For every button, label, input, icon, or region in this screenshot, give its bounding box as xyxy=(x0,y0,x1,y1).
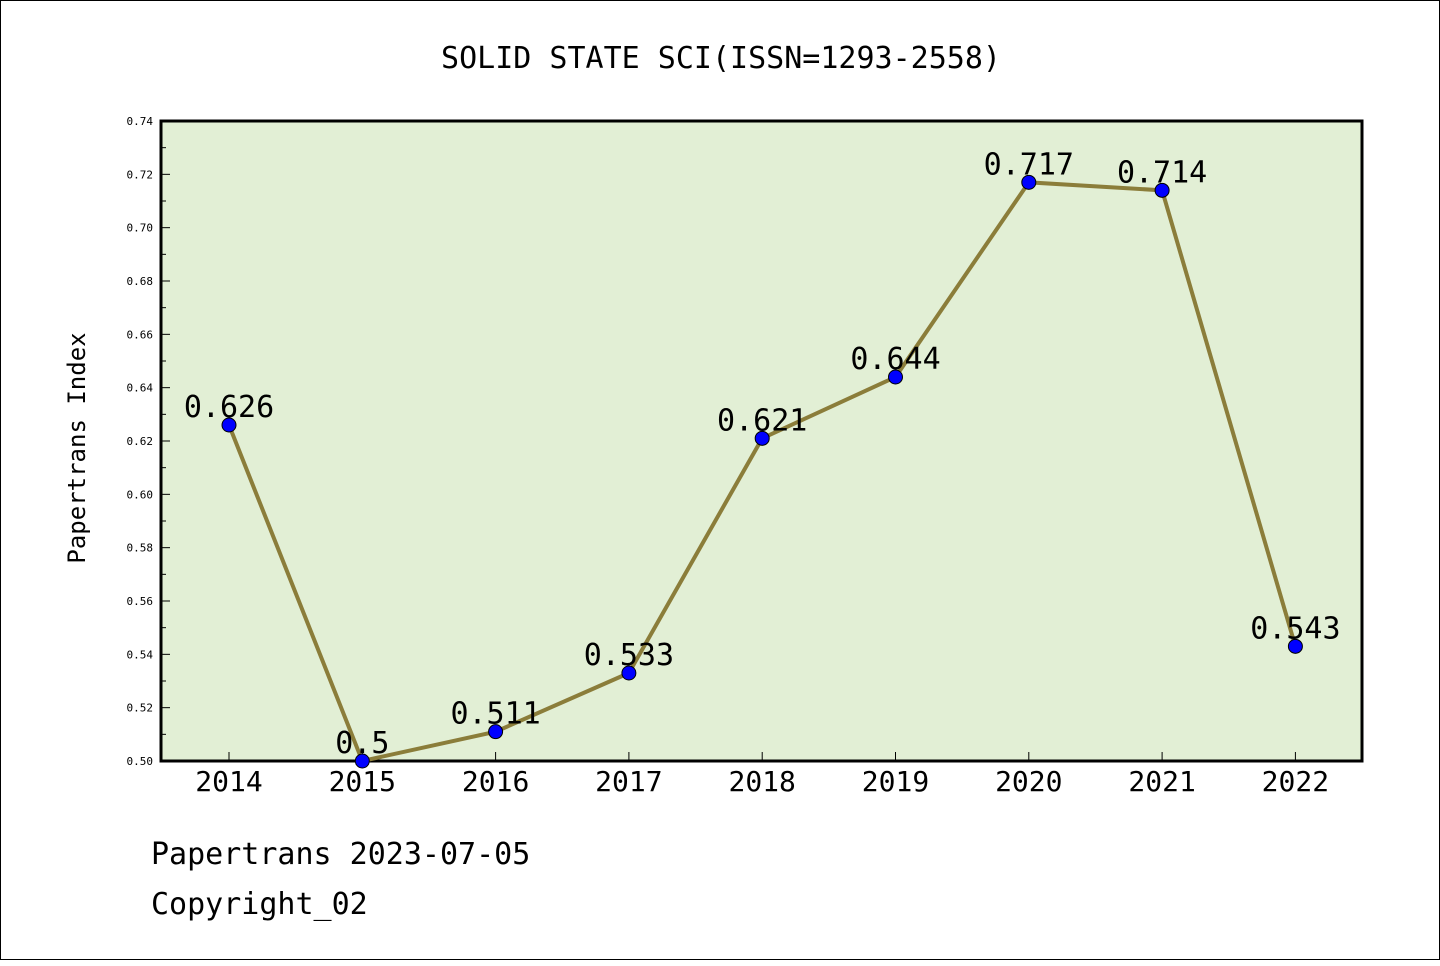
data-label: 0.714 xyxy=(1117,155,1207,190)
x-tick-label: 2017 xyxy=(595,765,662,798)
series-markers xyxy=(221,174,1303,769)
data-point-marker xyxy=(754,430,770,446)
data-labels: 0.626 0.5 0.511 0.533 0.621 0.644 0.717 0.714 0.… xyxy=(184,147,1341,761)
y-tick-label: 0.50 xyxy=(127,755,154,768)
y-tick-label: 0.54 xyxy=(127,648,154,661)
chart-title: SOLID STATE SCI(ISSN=1293-2558) xyxy=(441,41,1001,76)
x-tick-label: 2022 xyxy=(1262,765,1329,798)
y-axis-label: Papertrans Index xyxy=(63,332,91,563)
data-label: 0.533 xyxy=(584,638,674,673)
data-point-marker xyxy=(354,753,370,769)
data-point-marker xyxy=(621,665,637,681)
y-tick-label: 0.72 xyxy=(127,168,154,181)
x-tick-label: 2014 xyxy=(195,765,262,798)
footer-date: Papertrans 2023-07-05 xyxy=(151,837,531,872)
y-tick-label: 0.68 xyxy=(127,275,154,288)
y-tick-label: 0.62 xyxy=(127,435,154,448)
y-tick-label: 0.66 xyxy=(127,328,154,341)
x-tick-label: 2015 xyxy=(329,765,396,798)
data-label: 0.621 xyxy=(717,403,807,438)
y-tick-label: 0.64 xyxy=(127,382,154,395)
data-point-marker xyxy=(221,417,237,433)
data-label: 0.626 xyxy=(184,390,274,425)
data-point-marker xyxy=(1154,182,1170,198)
x-tick-label: 2021 xyxy=(1128,765,1195,798)
y-tick-label: 0.58 xyxy=(127,542,154,555)
data-label: 0.543 xyxy=(1250,611,1340,646)
footer-copyright: Copyright_02 xyxy=(151,887,368,922)
data-point-marker xyxy=(1021,174,1037,190)
x-tick-label: 2019 xyxy=(862,765,929,798)
data-point-marker xyxy=(488,724,504,740)
y-tick-label: 0.60 xyxy=(127,488,154,501)
y-tick-label: 0.52 xyxy=(127,702,154,715)
data-label: 0.717 xyxy=(984,147,1074,182)
data-label: 0.511 xyxy=(450,697,540,732)
data-point-marker xyxy=(1287,638,1303,654)
data-label: 0.5 xyxy=(335,726,389,761)
x-axis-ticks: 2014 2015 2016 2017 2018 2019 2020 2021 2022 xyxy=(195,752,1329,798)
x-tick-label: 2016 xyxy=(462,765,529,798)
y-axis-ticks: 0.50 0.52 0.54 0.56 0.58 0.60 0.62 0.64 0.66 0.68… xyxy=(127,115,170,768)
x-tick-label: 2020 xyxy=(995,765,1062,798)
data-label: 0.644 xyxy=(850,342,940,377)
y-tick-label: 0.70 xyxy=(127,222,154,235)
y-tick-label: 0.56 xyxy=(127,595,154,608)
x-tick-label: 2018 xyxy=(728,765,795,798)
data-point-marker xyxy=(888,369,903,385)
y-tick-label: 0.74 xyxy=(127,115,154,128)
